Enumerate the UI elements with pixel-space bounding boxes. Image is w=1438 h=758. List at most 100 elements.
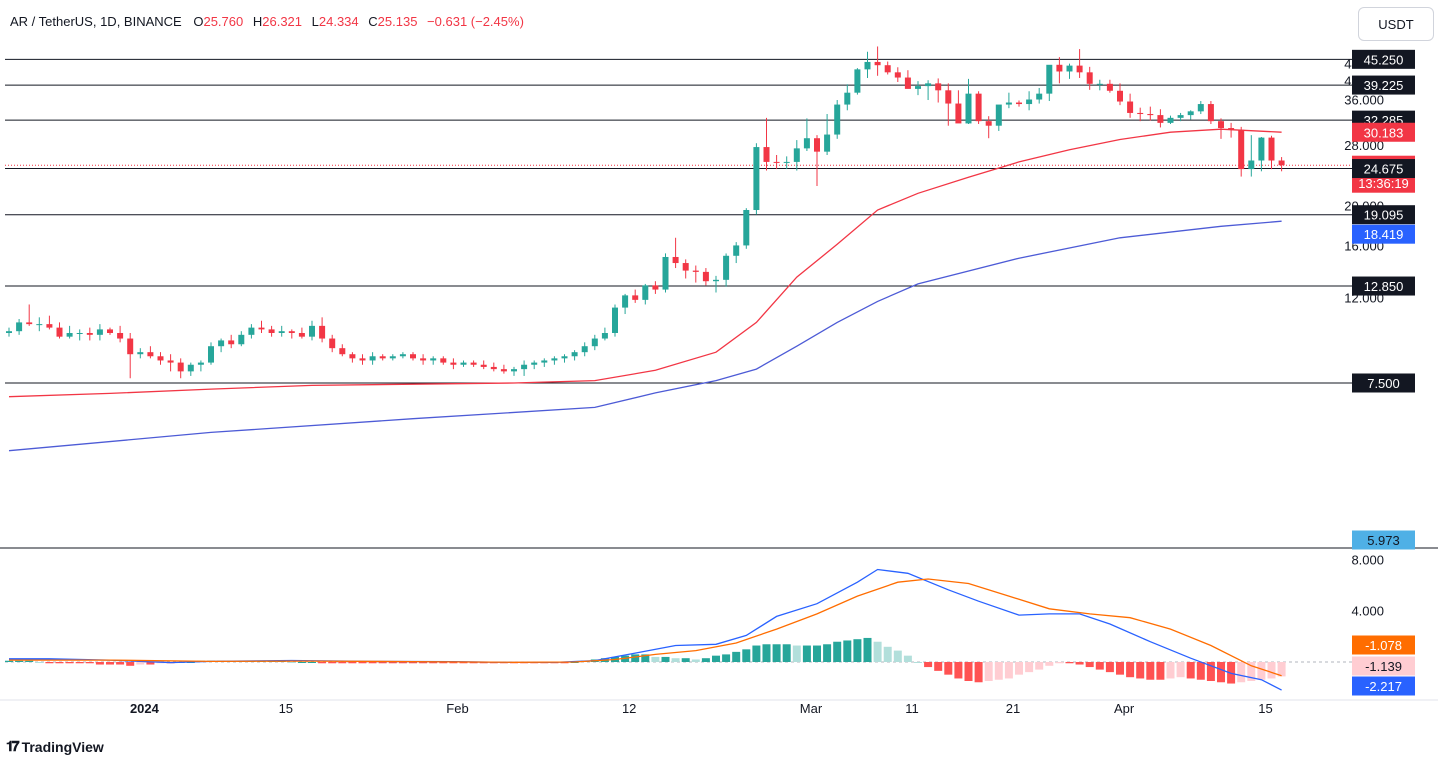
extra-label-bg: [1352, 530, 1415, 550]
level-label-bg: [1352, 205, 1415, 225]
candle-body: [258, 327, 265, 330]
macd-hist-bar: [722, 654, 731, 662]
candle-body: [995, 104, 1002, 126]
candle-body: [490, 366, 497, 370]
macd-hist-bar: [338, 662, 347, 664]
candle-body: [632, 295, 639, 300]
macd-hist-bar: [1136, 662, 1145, 679]
hist-label: -1.139: [1365, 659, 1402, 674]
macd-hist-bar: [1186, 662, 1195, 679]
candle-body: [187, 364, 194, 372]
candle-body: [369, 356, 376, 361]
candle-body: [248, 327, 255, 335]
candle-body: [1238, 129, 1245, 170]
candle-body: [46, 324, 53, 328]
macd-label-bg: [1352, 676, 1415, 696]
macd-hist-bar: [1085, 662, 1094, 668]
macd-axis-tick: 4.000: [1351, 603, 1384, 618]
macd-hist-bar: [863, 637, 872, 662]
candle-body: [682, 263, 689, 271]
candle-body: [379, 356, 386, 359]
ma-fast-label: 30.183: [1364, 125, 1404, 140]
macd-hist-bar: [25, 660, 34, 662]
candle-body: [1106, 83, 1113, 91]
macd-hist-bar: [287, 662, 296, 663]
macd-hist-bar: [449, 662, 458, 664]
signal-label-bg: [1352, 635, 1415, 655]
time-axis-tick: 2024: [130, 701, 160, 716]
macd-pane: [5, 568, 1355, 691]
macd-hist-bar: [45, 662, 54, 664]
candle-body: [157, 356, 164, 361]
candle-body: [874, 61, 881, 66]
candle-body: [753, 147, 760, 211]
candle-body: [1066, 65, 1073, 72]
time-axis-tick: Feb: [446, 701, 468, 716]
candle-body: [1258, 137, 1265, 161]
macd-hist-bar: [671, 658, 680, 662]
macd-hist-bar: [116, 662, 125, 665]
candle-body: [470, 362, 477, 365]
currency-button[interactable]: USDT: [1358, 7, 1434, 41]
macd-hist-bar: [752, 645, 761, 662]
macd-hist-bar: [318, 662, 327, 664]
countdown-label-bg: [1352, 173, 1415, 193]
candle-body: [884, 65, 891, 73]
candle-body: [985, 121, 992, 126]
candle-body: [1147, 114, 1154, 116]
candle-body: [1137, 112, 1144, 115]
macd-hist-bar: [126, 662, 135, 666]
candle-body: [56, 327, 63, 337]
candle-body: [1228, 128, 1235, 130]
candle-body: [268, 329, 275, 333]
hist-label-bg: [1352, 656, 1415, 676]
countdown-label: 13:36:19: [1358, 176, 1409, 191]
candle-body: [601, 332, 608, 339]
time-axis-tick: 15: [1258, 701, 1272, 716]
time-axis-tick: Apr: [1114, 701, 1135, 716]
candle-body: [854, 69, 861, 93]
candle-body: [288, 331, 295, 333]
candle-body: [96, 329, 103, 335]
candle-body: [197, 362, 204, 365]
candle-body: [551, 358, 558, 361]
candle-body: [399, 354, 406, 357]
macd-hist-bar: [55, 662, 64, 664]
signal-label: -1.078: [1365, 638, 1402, 653]
candle-body: [107, 329, 113, 333]
macd-hist-bar: [1206, 662, 1215, 681]
macd-hist-bar: [974, 662, 983, 683]
symbol-title: AR / TetherUS, 1D, BINANCE: [10, 14, 182, 29]
candle-body: [834, 104, 841, 135]
candle-body: [955, 103, 962, 124]
time-axis-tick: Mar: [800, 701, 823, 716]
time-axis-tick: 11: [905, 701, 919, 716]
candle-body: [925, 83, 932, 87]
candle-body: [783, 161, 790, 163]
low-value: 24.334: [318, 14, 359, 29]
candle-body: [793, 148, 800, 162]
horizontal-levels: [5, 58, 1355, 384]
candle-body: [622, 295, 629, 308]
candle-body: [1046, 64, 1053, 94]
macd-hist-bar: [348, 662, 357, 664]
candle-body: [86, 332, 93, 335]
high-label: H: [252, 14, 263, 29]
candle-body: [571, 352, 578, 357]
candle-body: [460, 362, 467, 365]
candle-body: [410, 354, 416, 359]
macd-hist-bar: [893, 650, 902, 662]
candle-body: [319, 325, 326, 339]
macd-hist-bar: [802, 645, 811, 662]
candle-body: [389, 356, 396, 359]
candle-body: [1187, 111, 1194, 116]
candle-body: [167, 360, 174, 363]
candle-body: [642, 285, 649, 300]
candle-body: [177, 362, 184, 372]
macd-hist-bar: [1035, 662, 1044, 670]
macd-hist-bar: [439, 662, 448, 664]
candle-body: [16, 322, 23, 332]
signal-line: [9, 578, 1282, 677]
candle-body: [864, 61, 871, 70]
